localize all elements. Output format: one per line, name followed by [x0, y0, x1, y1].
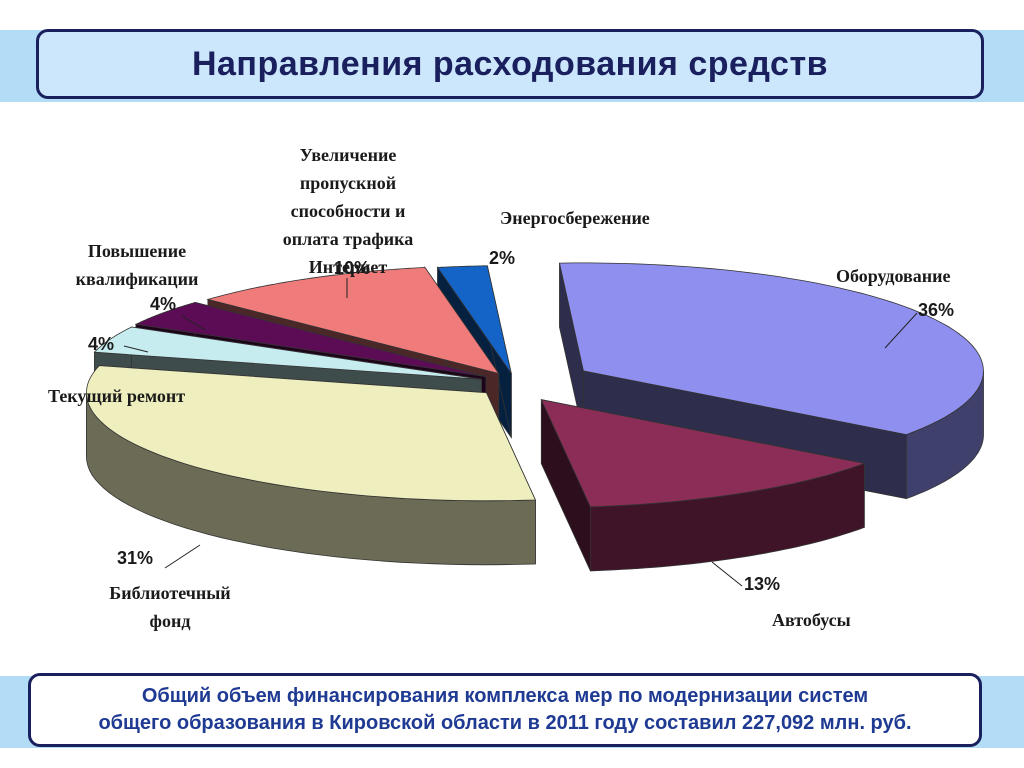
value-label-energy: 2% — [489, 248, 516, 268]
footer-line-2: общего образования в Кировской области в… — [98, 712, 912, 734]
footer-line-1: Общий объем финансирования комплекса мер… — [141, 685, 869, 707]
pie-slice-top-repair — [93, 326, 482, 380]
value-label-library: 31% — [117, 548, 154, 568]
leader-qualif — [181, 315, 206, 331]
value-label-internet: 10% — [334, 258, 371, 278]
pie-slice-library — [85, 365, 537, 566]
slice-label-internet: Увеличение пропускной способности и опла… — [268, 141, 428, 281]
pie-slice-top-energy — [436, 265, 512, 374]
slice-label-energy: Энергосбережение — [500, 208, 650, 228]
slice-label-repair: Текущий ремонт — [48, 386, 186, 406]
title-panel: Направления расходования средств — [36, 29, 984, 99]
slice-label-qualif-text: Повышение квалификации — [75, 241, 199, 289]
pie-slice-top-library — [85, 365, 537, 502]
leader-bus — [711, 561, 743, 587]
slice-label-equip: Оборудование — [836, 266, 951, 286]
leader-repair — [123, 345, 149, 353]
value-label-repair: 4% — [88, 334, 115, 354]
value-label-qualif: 4% — [150, 294, 177, 314]
value-label-bus: 13% — [744, 574, 781, 594]
slice-label-bus: Автобусы — [772, 610, 851, 630]
slice-label-internet-text: Увеличение пропускной способности и опла… — [282, 145, 414, 277]
leader-equip — [884, 312, 918, 349]
pie-slice-top-qualif — [134, 301, 487, 377]
footer-panel: Общий объем финансирования комплекса мер… — [28, 673, 982, 747]
pie-slice-top-internet — [206, 266, 500, 375]
slice-label-qualif: Повышение квалификации — [54, 237, 220, 293]
pie-slice-top-bus — [540, 399, 866, 508]
leader-library — [164, 544, 201, 569]
pie-slice-bus — [540, 399, 866, 572]
slice-label-library-text: Библиотечный фонд — [109, 583, 231, 631]
page-title: Направления расходования средств — [191, 44, 829, 83]
pie-slice-top-equip — [559, 262, 984, 436]
value-label-equip: 36% — [918, 300, 955, 320]
slice-label-library: Библиотечный фонд — [90, 579, 250, 635]
